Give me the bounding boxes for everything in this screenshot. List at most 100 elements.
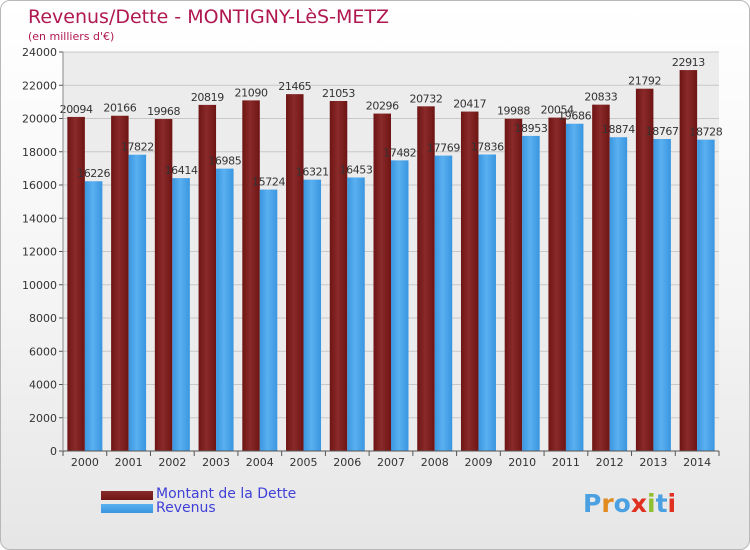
x-tick-label: 2012 xyxy=(596,456,624,469)
bar-dette xyxy=(286,94,304,451)
y-tick-label: 4000 xyxy=(29,379,57,392)
data-label: 19686 xyxy=(558,110,591,123)
bar-dette xyxy=(417,106,435,451)
data-label: 15724 xyxy=(252,176,285,189)
bar-revenus xyxy=(565,123,584,452)
x-tick-label: 2009 xyxy=(464,456,492,469)
logo-letter: x xyxy=(630,489,647,518)
bar-revenus xyxy=(259,189,278,451)
data-label: 19968 xyxy=(147,105,180,118)
x-tick-label: 2007 xyxy=(377,456,405,469)
bar-dette xyxy=(198,104,217,451)
data-label: 16226 xyxy=(77,167,110,180)
bar-revenus xyxy=(522,135,540,451)
data-label: 20819 xyxy=(191,91,224,104)
data-label: 18874 xyxy=(602,123,635,136)
data-label: 17482 xyxy=(383,146,416,159)
x-tick-label: 2014 xyxy=(683,456,711,469)
legend-label-dette: Montant de la Dette xyxy=(156,486,297,502)
data-label: 20054 xyxy=(541,104,574,117)
bar-revenus xyxy=(347,177,365,451)
legend-swatch-dette xyxy=(101,491,153,500)
bar-dette xyxy=(242,100,260,451)
data-label: 20833 xyxy=(584,91,617,104)
y-tick-label: 22000 xyxy=(22,79,57,92)
x-tick-label: 2004 xyxy=(246,456,274,469)
logo-letter: r xyxy=(601,489,614,518)
logo-letter: t xyxy=(655,489,668,518)
y-tick-label: 0 xyxy=(50,445,57,458)
logo-letter: i xyxy=(647,489,656,518)
legend-label-revenus: Revenus xyxy=(156,500,216,516)
data-label: 16321 xyxy=(296,166,329,179)
bar-dette xyxy=(67,116,85,451)
x-tick-label: 2008 xyxy=(421,456,449,469)
bar-dette xyxy=(635,88,654,451)
bar-dette xyxy=(679,70,698,451)
data-label: 17769 xyxy=(427,142,460,155)
data-label: 20417 xyxy=(453,98,486,111)
logo-letter: P xyxy=(583,489,602,518)
y-tick-label: 20000 xyxy=(22,113,57,126)
x-tick-label: 2000 xyxy=(71,456,99,469)
bar-revenus xyxy=(434,155,453,451)
data-label: 20732 xyxy=(409,92,442,105)
legend-swatch-revenus xyxy=(101,504,153,513)
bar-dette xyxy=(373,113,391,451)
y-tick-label: 18000 xyxy=(22,146,57,159)
bar-dette xyxy=(460,111,479,451)
data-label: 21792 xyxy=(628,75,661,88)
bar-revenus xyxy=(391,160,409,451)
chart-subtitle: (en milliers d'€) xyxy=(28,30,115,43)
bar-revenus xyxy=(303,179,322,451)
logo-letter: i xyxy=(667,489,677,518)
y-tick-label: 16000 xyxy=(22,179,57,192)
x-tick-label: 2005 xyxy=(290,456,318,469)
bar-dette xyxy=(504,118,523,452)
data-label: 20094 xyxy=(60,103,93,116)
x-tick-label: 2010 xyxy=(508,456,536,469)
x-tick-label: 2002 xyxy=(158,456,186,469)
y-tick-label: 6000 xyxy=(29,345,57,358)
x-tick-label: 2013 xyxy=(639,456,667,469)
data-label: 22913 xyxy=(672,56,705,69)
bar-revenus xyxy=(653,138,671,451)
x-tick-label: 2011 xyxy=(552,456,580,469)
data-label: 20166 xyxy=(103,102,136,115)
x-tick-label: 2001 xyxy=(115,456,143,469)
data-label: 21465 xyxy=(278,80,311,93)
chart-title: Revenus/Dette - MONTIGNY-LèS-METZ xyxy=(28,6,389,28)
x-tick-label: 2006 xyxy=(333,456,361,469)
data-label: 21090 xyxy=(235,86,268,99)
y-tick-label: 12000 xyxy=(22,246,57,259)
data-label: 17836 xyxy=(471,140,504,153)
data-label: 16453 xyxy=(340,163,373,176)
y-tick-label: 8000 xyxy=(29,312,57,325)
bar-revenus xyxy=(84,181,103,452)
y-tick-label: 2000 xyxy=(29,412,57,425)
bar-dette xyxy=(111,115,129,452)
bar-revenus xyxy=(216,168,234,451)
y-tick-label: 10000 xyxy=(22,279,57,292)
bar-dette xyxy=(329,100,348,452)
data-label: 18728 xyxy=(689,126,722,139)
data-label: 16414 xyxy=(165,164,198,177)
y-tick-label: 14000 xyxy=(22,212,57,225)
x-tick-label: 2003 xyxy=(202,456,230,469)
bar-revenus xyxy=(478,154,496,451)
data-label: 21053 xyxy=(322,87,355,100)
data-label: 16985 xyxy=(208,155,241,168)
data-label: 19988 xyxy=(497,105,530,118)
bar-revenus xyxy=(172,178,190,451)
data-label: 17822 xyxy=(121,141,154,154)
y-tick-label: 24000 xyxy=(22,46,57,59)
data-label: 18953 xyxy=(514,122,547,135)
bar-dette xyxy=(154,119,173,452)
bar-revenus xyxy=(609,137,628,451)
logo-letter: o xyxy=(613,489,631,518)
bar-revenus xyxy=(128,154,147,452)
bar-dette xyxy=(548,117,566,452)
bar-dette xyxy=(592,104,610,452)
